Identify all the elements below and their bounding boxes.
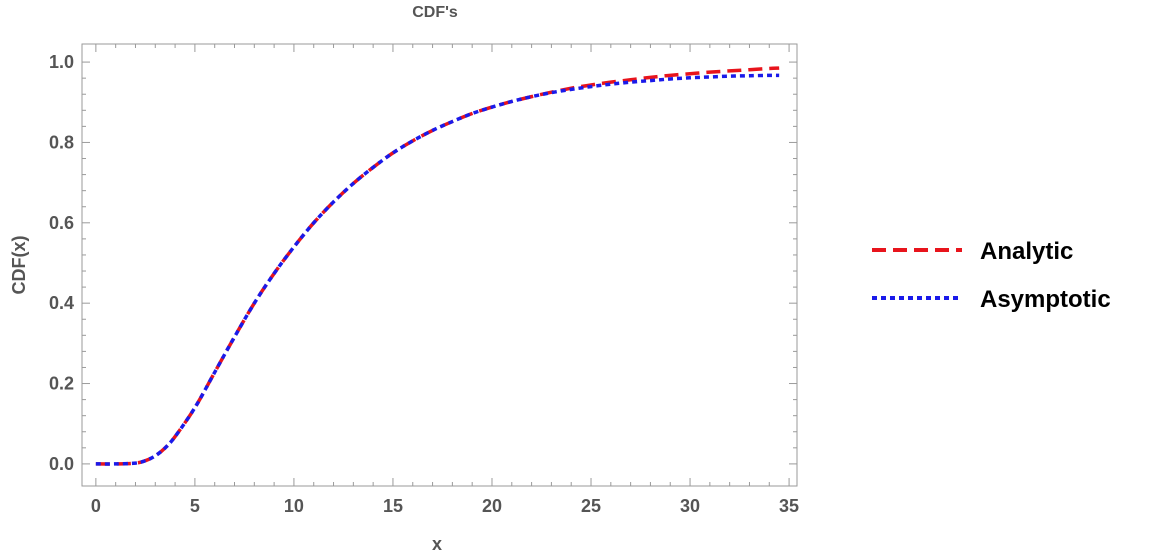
- x-tick-label: 25: [581, 496, 601, 516]
- series-lines: [95, 66, 780, 466]
- plot-frame: [81, 43, 798, 487]
- x-axis-title: x: [432, 534, 442, 554]
- y-tick-label: 0.2: [49, 374, 74, 394]
- legend-label-analytic: Analytic: [980, 238, 1073, 265]
- x-tick-label: 5: [190, 496, 200, 516]
- tick-labels: 0 5 10 15 20 25 30 35 0.0 0.2 0.4 0.6 0.8 1.0: [49, 52, 799, 516]
- y-tick-label: 0.4: [49, 293, 74, 313]
- axis-ticks: [82, 44, 797, 486]
- y-tick-label: 0.8: [49, 132, 74, 152]
- x-tick-label: 10: [284, 496, 304, 516]
- y-axis-title: CDF(x): [9, 236, 29, 295]
- y-tick-label: 1.0: [49, 52, 74, 72]
- x-tick-label: 15: [383, 496, 403, 516]
- x-tick-label: 0: [91, 496, 101, 516]
- x-tick-label: 30: [680, 496, 700, 516]
- series-line-asymptotic: [95, 73, 780, 466]
- chart-title: CDF's: [412, 4, 458, 21]
- x-tick-label: 20: [482, 496, 502, 516]
- legend: Analytic Asymptotic: [872, 238, 1111, 313]
- legend-label-asymptotic: Asymptotic: [980, 286, 1111, 313]
- y-tick-label: 0.6: [49, 213, 74, 233]
- y-tick-label: 0.0: [49, 454, 74, 474]
- x-tick-label: 35: [779, 496, 799, 516]
